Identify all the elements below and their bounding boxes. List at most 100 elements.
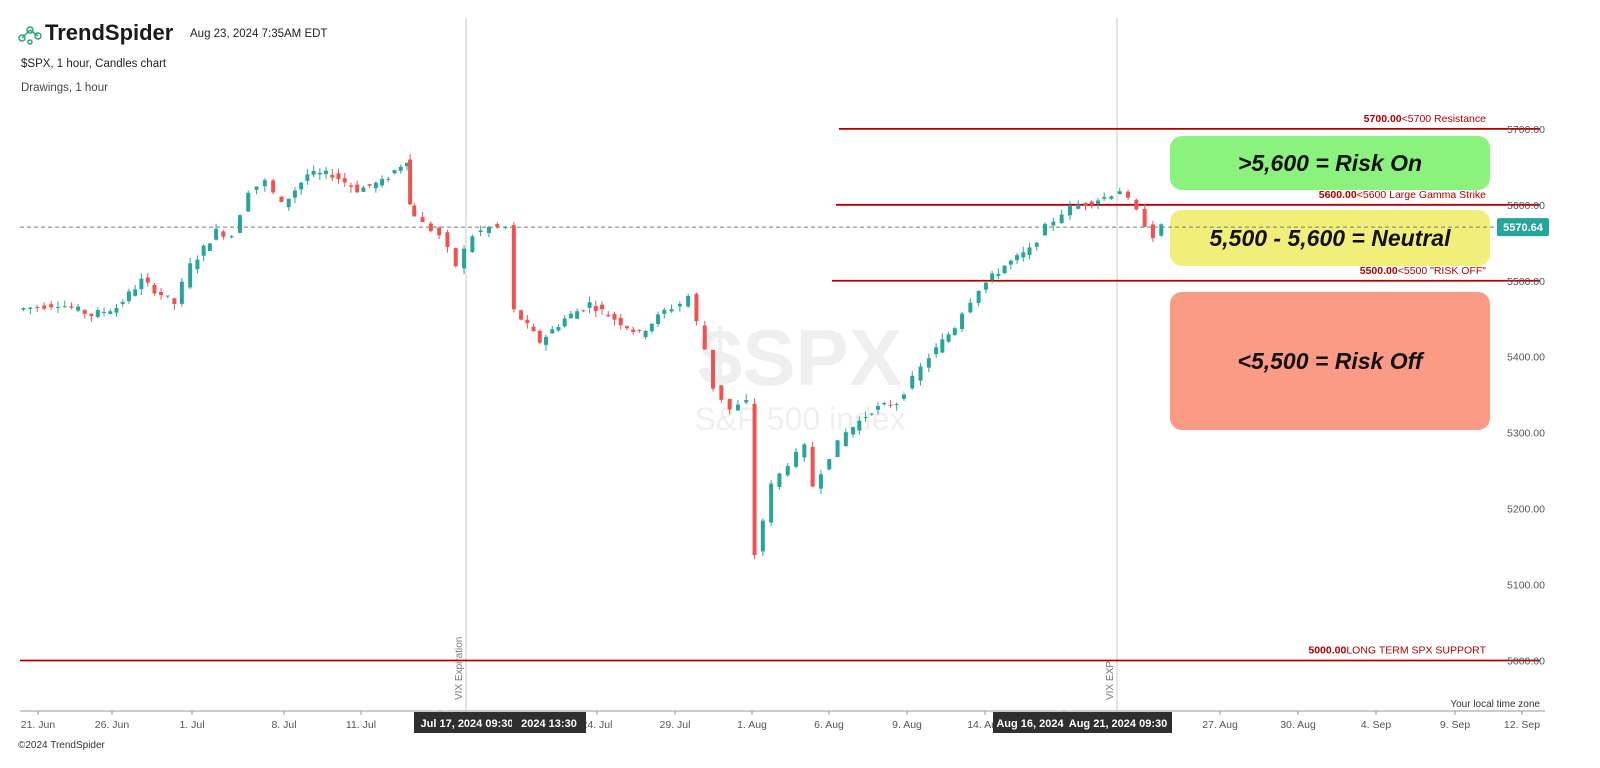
candle-body[interactable] (221, 231, 226, 237)
candle-body[interactable] (133, 289, 138, 296)
candle-body[interactable] (910, 375, 915, 389)
candle-body[interactable] (537, 330, 542, 343)
candle-body[interactable] (983, 282, 988, 290)
candle-body[interactable] (662, 309, 667, 314)
candle-body[interactable] (271, 180, 276, 193)
candle-body[interactable] (1089, 201, 1094, 205)
candle-body[interactable] (575, 311, 580, 319)
candle-body[interactable] (835, 440, 840, 457)
zone-box-0[interactable] (1170, 136, 1490, 190)
candle-body[interactable] (752, 403, 757, 556)
candle-body[interactable] (1067, 205, 1072, 216)
candle-body[interactable] (172, 298, 177, 304)
candle-body[interactable] (863, 417, 868, 419)
candle-body[interactable] (420, 217, 425, 223)
candle-body[interactable] (1015, 255, 1020, 261)
candle-body[interactable] (888, 404, 893, 406)
candle-body[interactable] (990, 273, 995, 281)
candle-body[interactable] (305, 174, 310, 181)
candle-body[interactable] (876, 406, 881, 410)
candle-body[interactable] (367, 184, 372, 186)
candle-body[interactable] (556, 327, 561, 331)
candle-body[interactable] (462, 248, 467, 269)
candle-body[interactable] (587, 302, 592, 308)
zone-box-1[interactable] (1170, 210, 1490, 266)
candle-body[interactable] (42, 305, 47, 309)
candle-body[interactable] (735, 404, 740, 411)
zone-box-2[interactable] (1170, 292, 1490, 430)
candle-body[interactable] (56, 306, 61, 308)
candle-body[interactable] (511, 225, 516, 310)
candle-body[interactable] (1043, 223, 1048, 236)
candle-body[interactable] (35, 306, 40, 308)
candle-body[interactable] (719, 385, 724, 400)
candle-body[interactable] (1002, 265, 1007, 274)
candle-body[interactable] (380, 178, 385, 186)
candle-body[interactable] (1142, 208, 1147, 227)
candle-body[interactable] (1150, 224, 1155, 239)
candle-body[interactable] (342, 178, 347, 183)
candle-body[interactable] (392, 170, 397, 174)
candle-body[interactable] (544, 336, 549, 345)
candle-body[interactable] (934, 347, 939, 355)
candle-body[interactable] (744, 400, 749, 403)
candle-body[interactable] (857, 420, 862, 431)
candle-body[interactable] (28, 307, 33, 310)
candle-body[interactable] (894, 404, 899, 406)
candle-body[interactable] (777, 473, 782, 487)
candle-body[interactable] (317, 172, 322, 175)
candle-body[interactable] (102, 311, 107, 313)
candle-body[interactable] (769, 483, 774, 523)
candle-body[interactable] (1083, 203, 1088, 206)
candle-body[interactable] (702, 325, 707, 350)
candle-body[interactable] (976, 290, 981, 303)
candle-body[interactable] (386, 178, 391, 180)
candle-body[interactable] (952, 328, 957, 335)
candle-body[interactable] (478, 230, 483, 232)
candle-body[interactable] (49, 304, 54, 308)
candle-body[interactable] (336, 173, 341, 180)
candle-body[interactable] (686, 295, 691, 307)
candle-body[interactable] (1027, 247, 1032, 255)
candle-body[interactable] (637, 329, 642, 331)
candle-body[interactable] (486, 226, 491, 234)
candle-body[interactable] (437, 227, 442, 236)
candle-body[interactable] (802, 444, 807, 458)
candle-body[interactable] (165, 295, 170, 297)
candle-body[interactable] (62, 306, 67, 308)
candle-body[interactable] (656, 314, 661, 324)
candle-body[interactable] (1008, 260, 1013, 265)
candle-body[interactable] (1021, 252, 1026, 258)
candle-body[interactable] (361, 187, 366, 192)
candle-body[interactable] (818, 474, 823, 489)
candles-layer[interactable] (21, 154, 1164, 560)
candle-body[interactable] (152, 284, 157, 294)
candle-body[interactable] (760, 520, 765, 552)
candle-body[interactable] (827, 459, 832, 470)
candle-body[interactable] (114, 307, 119, 313)
candle-body[interactable] (398, 166, 403, 171)
candle-body[interactable] (901, 394, 906, 399)
candle-body[interactable] (324, 170, 329, 175)
candle-body[interactable] (201, 245, 206, 256)
candle-body[interactable] (470, 236, 475, 253)
candle-body[interactable] (1159, 224, 1164, 236)
candle-body[interactable] (1117, 191, 1122, 195)
candle-body[interactable] (581, 310, 586, 312)
candle-body[interactable] (404, 162, 409, 167)
candle-body[interactable] (1102, 197, 1107, 199)
candle-body[interactable] (960, 313, 965, 329)
candle-body[interactable] (126, 291, 131, 302)
candle-body[interactable] (550, 329, 555, 334)
candle-body[interactable] (568, 313, 573, 319)
candle-body[interactable] (299, 182, 304, 190)
candle-body[interactable] (882, 403, 887, 405)
candle-body[interactable] (246, 192, 251, 212)
candle-body[interactable] (453, 248, 458, 267)
candle-body[interactable] (412, 205, 417, 217)
candle-body[interactable] (229, 236, 234, 238)
candle-body[interactable] (373, 182, 378, 189)
candle-body[interactable] (348, 185, 353, 187)
candle-body[interactable] (139, 278, 144, 290)
